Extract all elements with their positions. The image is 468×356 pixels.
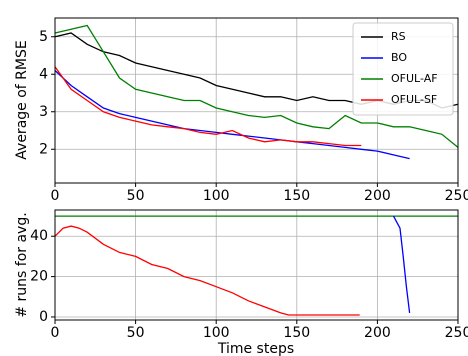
- series-line: [54, 66, 362, 147]
- x-tick-label: 250: [445, 188, 468, 204]
- legend-label: BO: [391, 51, 407, 64]
- y-tick-label: 3: [39, 104, 48, 120]
- y-tick-label: 20: [30, 269, 48, 285]
- x-tick-label: 50: [127, 325, 145, 341]
- x-tick-label: 200: [364, 188, 391, 204]
- plot-frame: [54, 209, 459, 321]
- legend-label: OFUL-AF: [391, 72, 438, 85]
- y-axis-label: # runs for avg.: [14, 212, 30, 317]
- x-tick-label: 100: [203, 188, 230, 204]
- series-line: [54, 70, 410, 160]
- y-tick-label: 2: [39, 141, 48, 157]
- x-tick-label: 0: [51, 325, 60, 341]
- y-tick-label: 0: [39, 309, 48, 325]
- plot-frame: [54, 17, 459, 184]
- series-line: [54, 24, 459, 148]
- x-axis-label: Time steps: [217, 341, 294, 356]
- legend-label: RS: [391, 30, 406, 43]
- series-line: [54, 225, 360, 316]
- x-tick-label: 200: [364, 325, 391, 341]
- x-tick-label: 250: [445, 325, 468, 341]
- y-axis-label: Average of RMSE: [14, 40, 30, 159]
- legend-box: [352, 22, 454, 116]
- legend-label: OFUL-SF: [391, 93, 437, 106]
- y-tick-label: 4: [39, 66, 48, 82]
- series-line: [392, 215, 411, 313]
- x-tick-label: 150: [283, 188, 310, 204]
- y-tick-label: 5: [39, 29, 48, 45]
- x-tick-label: 50: [127, 188, 145, 204]
- y-tick-label: 40: [30, 228, 48, 244]
- x-tick-label: 0: [51, 188, 60, 204]
- x-tick-label: 150: [283, 325, 310, 341]
- x-tick-label: 100: [203, 325, 230, 341]
